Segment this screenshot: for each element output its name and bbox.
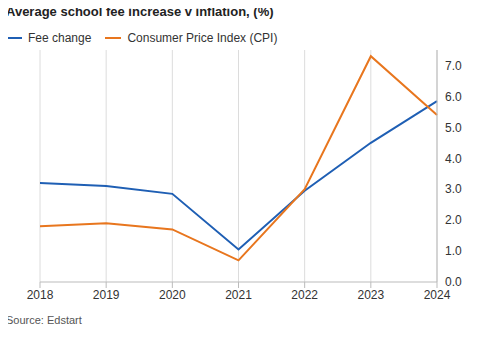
html-text:Source: Edstart: Source: Edstart (6, 314, 82, 326)
svg-text:4.0: 4.0 (445, 152, 462, 166)
svg-text:2.0: 2.0 (445, 213, 462, 227)
svg-text:2024: 2024 (424, 288, 451, 302)
svg-text:2019: 2019 (93, 288, 120, 302)
html-text:Consumer Price Index (CPI): Consumer Price Index (CPI) (127, 31, 278, 45)
html-text:Fee change: Fee change (28, 31, 92, 45)
svg-text:0.0: 0.0 (445, 275, 462, 289)
svg-text:5.0: 5.0 (445, 121, 462, 135)
svg-text:1.0: 1.0 (445, 244, 462, 258)
svg-text:6.0: 6.0 (445, 90, 462, 104)
svg-text:2020: 2020 (159, 288, 186, 302)
svg-text:3.0: 3.0 (445, 182, 462, 196)
svg-text:2021: 2021 (225, 288, 252, 302)
svg-text:2023: 2023 (357, 288, 384, 302)
svg-text:2022: 2022 (291, 288, 318, 302)
svg-text:2018: 2018 (27, 288, 54, 302)
svg-text:7.0: 7.0 (445, 59, 462, 73)
html-text:Average school fee increase v: Average school fee increase v inflation,… (6, 4, 274, 19)
